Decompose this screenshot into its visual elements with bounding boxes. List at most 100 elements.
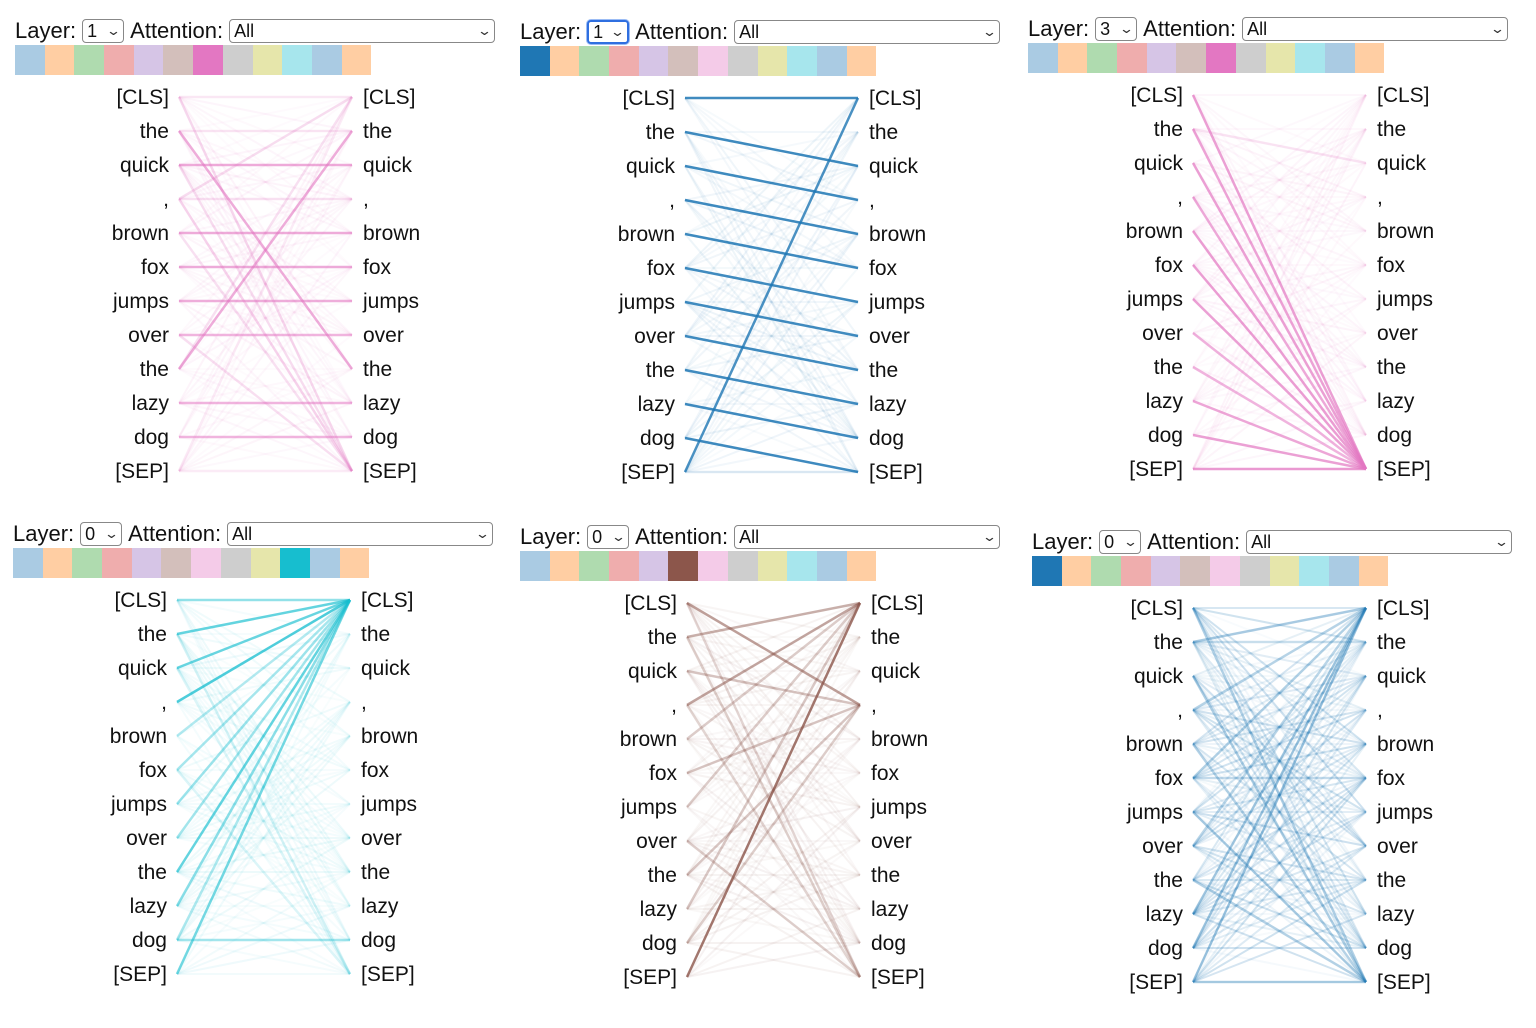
head-swatch-4[interactable] <box>133 45 164 75</box>
attention-select[interactable]: All ⌄ <box>229 19 496 43</box>
head-swatch-7[interactable] <box>727 551 758 581</box>
right-token[interactable]: [CLS] <box>869 87 922 110</box>
head-swatch-8[interactable] <box>250 548 281 578</box>
right-token[interactable]: dog <box>363 426 398 449</box>
head-swatch-9[interactable] <box>787 46 817 76</box>
head-swatch-1[interactable] <box>549 551 580 581</box>
right-token[interactable]: [CLS] <box>1377 84 1430 107</box>
right-token[interactable]: dog <box>361 929 396 952</box>
head-swatch-5[interactable] <box>163 45 194 75</box>
head-swatch-4[interactable] <box>1146 43 1177 73</box>
head-swatch-3[interactable] <box>1117 43 1147 73</box>
left-token[interactable]: jumps <box>1126 288 1183 311</box>
attention-select[interactable]: All ⌄ <box>227 522 494 546</box>
right-token[interactable]: over <box>1377 835 1418 858</box>
head-swatch-7[interactable] <box>1239 556 1270 586</box>
head-swatch-8[interactable] <box>252 45 283 75</box>
left-token[interactable]: fox <box>647 257 676 280</box>
layer-select[interactable]: 0 ⌄ <box>1099 530 1142 554</box>
head-swatch-8[interactable] <box>757 46 788 76</box>
left-token[interactable]: , <box>671 694 677 717</box>
head-swatch-3[interactable] <box>102 548 132 578</box>
right-token[interactable]: brown <box>1377 220 1434 243</box>
head-swatch-3[interactable] <box>609 551 639 581</box>
right-token[interactable]: jumps <box>1376 288 1433 311</box>
head-swatch-2[interactable] <box>579 551 610 581</box>
head-swatch-7[interactable] <box>727 46 758 76</box>
right-token[interactable]: the <box>1377 631 1406 654</box>
right-token[interactable]: over <box>871 830 912 853</box>
left-token[interactable]: [SEP] <box>1129 971 1183 994</box>
left-token[interactable]: over <box>1142 835 1183 858</box>
head-swatch-9[interactable] <box>282 45 312 75</box>
right-token[interactable]: lazy <box>361 895 399 918</box>
left-token[interactable]: the <box>138 623 167 646</box>
left-token[interactable]: [SEP] <box>115 460 169 483</box>
right-token[interactable]: , <box>869 189 875 212</box>
left-token[interactable]: dog <box>1148 937 1183 960</box>
head-swatch-7[interactable] <box>1235 43 1266 73</box>
left-token[interactable]: brown <box>620 728 677 751</box>
head-swatch-0[interactable] <box>1028 43 1058 73</box>
right-token[interactable]: over <box>363 324 404 347</box>
left-token[interactable]: the <box>648 864 677 887</box>
right-token[interactable]: , <box>363 188 369 211</box>
left-token[interactable]: over <box>1142 322 1183 345</box>
layer-select[interactable]: 1 ⌄ <box>587 20 630 44</box>
left-token[interactable]: brown <box>1126 733 1183 756</box>
right-token[interactable]: quick <box>1377 152 1427 175</box>
head-swatch-0[interactable] <box>15 45 45 75</box>
head-swatch-10[interactable] <box>311 45 342 75</box>
right-token[interactable]: [SEP] <box>871 966 925 989</box>
right-token[interactable]: brown <box>363 222 420 245</box>
head-swatch-1[interactable] <box>42 548 73 578</box>
right-token[interactable]: lazy <box>871 898 909 921</box>
head-swatch-0[interactable] <box>520 551 550 581</box>
right-token[interactable]: over <box>869 325 910 348</box>
right-token[interactable]: the <box>361 861 390 884</box>
right-token[interactable]: jumps <box>362 290 419 313</box>
head-swatch-4[interactable] <box>638 46 669 76</box>
right-token[interactable]: , <box>1377 699 1383 722</box>
head-swatch-4[interactable] <box>1150 556 1181 586</box>
left-token[interactable]: dog <box>640 427 675 450</box>
head-swatch-6[interactable] <box>1210 556 1240 586</box>
attention-select[interactable]: All ⌄ <box>734 20 1001 44</box>
head-swatch-5[interactable] <box>668 46 699 76</box>
left-token[interactable]: brown <box>110 725 167 748</box>
right-token[interactable]: the <box>869 121 898 144</box>
left-token[interactable]: the <box>1154 869 1183 892</box>
head-swatch-1[interactable] <box>44 45 75 75</box>
left-token[interactable]: brown <box>618 223 675 246</box>
head-swatch-4[interactable] <box>638 551 669 581</box>
head-swatch-3[interactable] <box>1121 556 1151 586</box>
left-token[interactable]: jumps <box>620 796 677 819</box>
right-token[interactable]: fox <box>871 762 900 785</box>
right-token[interactable]: [CLS] <box>363 86 416 109</box>
right-token[interactable]: , <box>361 691 367 714</box>
right-token[interactable]: fox <box>869 257 898 280</box>
head-swatch-9[interactable] <box>1299 556 1329 586</box>
right-token[interactable]: brown <box>1377 733 1434 756</box>
head-swatch-2[interactable] <box>74 45 105 75</box>
left-token[interactable]: dog <box>642 932 677 955</box>
right-token[interactable]: jumps <box>870 796 927 819</box>
right-token[interactable]: [CLS] <box>361 589 414 612</box>
right-token[interactable]: [CLS] <box>1377 597 1430 620</box>
head-swatch-5[interactable] <box>668 551 699 581</box>
head-swatch-2[interactable] <box>1087 43 1118 73</box>
left-token[interactable]: fox <box>649 762 678 785</box>
right-token[interactable]: over <box>361 827 402 850</box>
right-token[interactable]: fox <box>363 256 392 279</box>
left-token[interactable]: jumps <box>110 793 167 816</box>
head-swatch-10[interactable] <box>1328 556 1359 586</box>
left-token[interactable]: the <box>1154 356 1183 379</box>
right-token[interactable]: fox <box>1377 767 1406 790</box>
head-swatch-1[interactable] <box>549 46 580 76</box>
right-token[interactable]: the <box>363 120 392 143</box>
right-token[interactable]: [SEP] <box>1377 971 1431 994</box>
left-token[interactable]: lazy <box>638 393 676 416</box>
head-swatch-6[interactable] <box>1206 43 1236 73</box>
left-token[interactable]: , <box>1177 186 1183 209</box>
left-token[interactable]: dog <box>1148 424 1183 447</box>
